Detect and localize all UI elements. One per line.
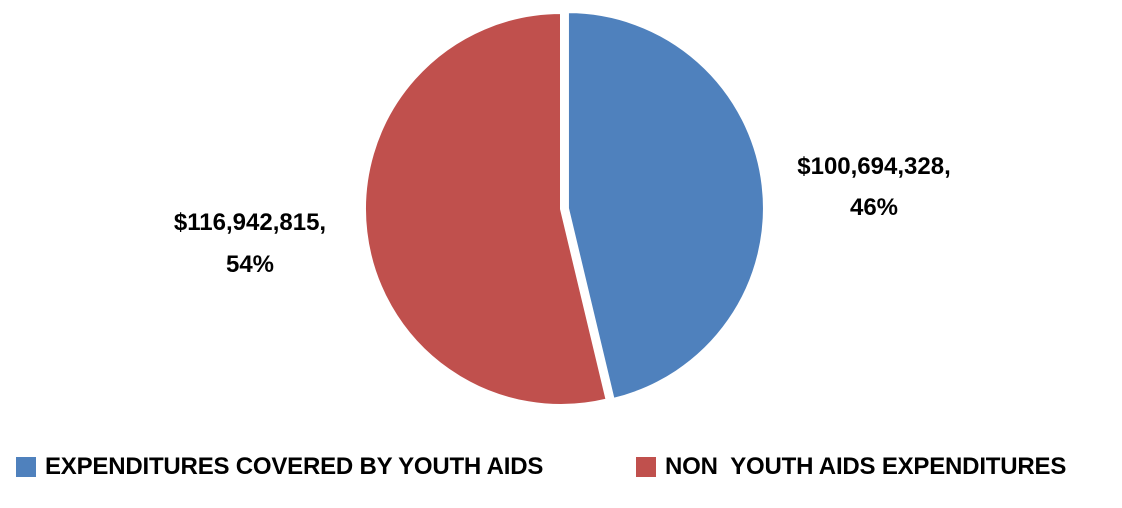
- pie-slice-1: [566, 11, 765, 401]
- chart-legend: EXPENDITURES COVERED BY YOUTH AIDS NON Y…: [0, 453, 1122, 493]
- data-labels: $100,694,328, 46% $116,942,815, 54%: [174, 153, 951, 278]
- slice-1-value-label: $100,694,328,: [797, 153, 950, 180]
- pie-chart: $100,694,328, 46% $116,942,815, 54%: [174, 11, 951, 406]
- legend-label-non-youth-aids: NON YOUTH AIDS EXPENDITURES: [665, 453, 1067, 480]
- slice-1-percent-label: 46%: [850, 194, 898, 221]
- slice-2-percent-label: 54%: [226, 251, 274, 278]
- slice-2-value-label: $116,942,815,: [174, 209, 326, 236]
- legend-swatch-red: [636, 457, 656, 477]
- pie-slices: [364, 11, 765, 406]
- legend-swatch-blue: [16, 457, 36, 477]
- legend-label-youth-aids: EXPENDITURES COVERED BY YOUTH AIDS: [45, 453, 544, 480]
- legend-item-youth-aids: EXPENDITURES COVERED BY YOUTH AIDS: [16, 453, 543, 481]
- legend-item-non-youth-aids: NON YOUTH AIDS EXPENDITURES: [636, 453, 1066, 481]
- pie-slice-2: [364, 11, 608, 406]
